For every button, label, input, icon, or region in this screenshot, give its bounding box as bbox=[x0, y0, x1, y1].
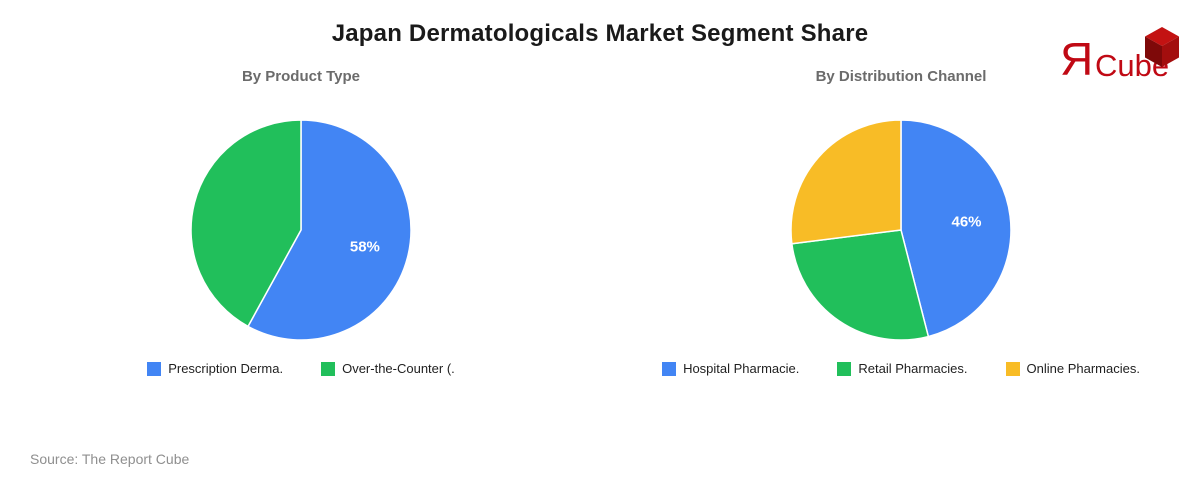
cube-icon bbox=[1145, 27, 1179, 67]
legend-label: Retail Pharmacies. bbox=[858, 361, 968, 376]
pie-slice-percent-label: 58% bbox=[350, 238, 380, 255]
legend-item: Prescription Derma. bbox=[147, 361, 283, 376]
legend-label: Prescription Derma. bbox=[168, 361, 284, 376]
pie-slice bbox=[790, 119, 902, 245]
logo-letter-r: Я bbox=[1060, 33, 1094, 85]
legend-swatch bbox=[837, 361, 852, 376]
legend-label: Hospital Pharmacie. bbox=[683, 361, 800, 376]
chart-subtitle: By Distribution Channel bbox=[815, 68, 987, 85]
legend-swatch bbox=[321, 361, 336, 376]
pie-slice bbox=[247, 119, 412, 341]
pie-slice bbox=[791, 229, 930, 341]
legend-swatch bbox=[1005, 361, 1020, 376]
legend-item: Hospital Pharmacie. bbox=[662, 361, 799, 376]
legend: Hospital Pharmacie. Retail Pharmacies. Onl… bbox=[662, 361, 1140, 376]
chart-subtitle: By Product Type bbox=[241, 68, 361, 85]
pie-slice bbox=[900, 119, 1012, 338]
pie-svg: 46% bbox=[790, 119, 1012, 341]
legend-swatch bbox=[147, 361, 162, 376]
legend-item: Online Pharmacies. bbox=[1005, 361, 1140, 376]
legend-label: Over-the-Counter (. bbox=[342, 361, 455, 376]
legend-item: Retail Pharmacies. bbox=[837, 361, 968, 376]
pie-slice bbox=[190, 119, 302, 328]
legend: Prescription Derma. Over-the-Counter (. bbox=[81, 361, 521, 376]
pie-chart-distribution-channel: By Distribution Channel 46% Hospital Pha… bbox=[662, 60, 1140, 400]
pie-slice-percent-label: 46% bbox=[951, 214, 981, 231]
legend-item: Over-the-Counter (. bbox=[321, 361, 455, 376]
source-note: Source: The Report Cube bbox=[30, 451, 190, 467]
legend-label: Online Pharmacies. bbox=[1026, 361, 1140, 376]
legend-swatch bbox=[662, 361, 677, 376]
report-cube-logo: Я Cube bbox=[1058, 22, 1198, 86]
pie-svg: 58% bbox=[190, 119, 412, 341]
pie-chart-product-type: By Product Type 58% Prescription Derma. O… bbox=[81, 60, 521, 400]
chart-title: Japan Dermatologicals Market Segment Sha… bbox=[331, 20, 869, 47]
